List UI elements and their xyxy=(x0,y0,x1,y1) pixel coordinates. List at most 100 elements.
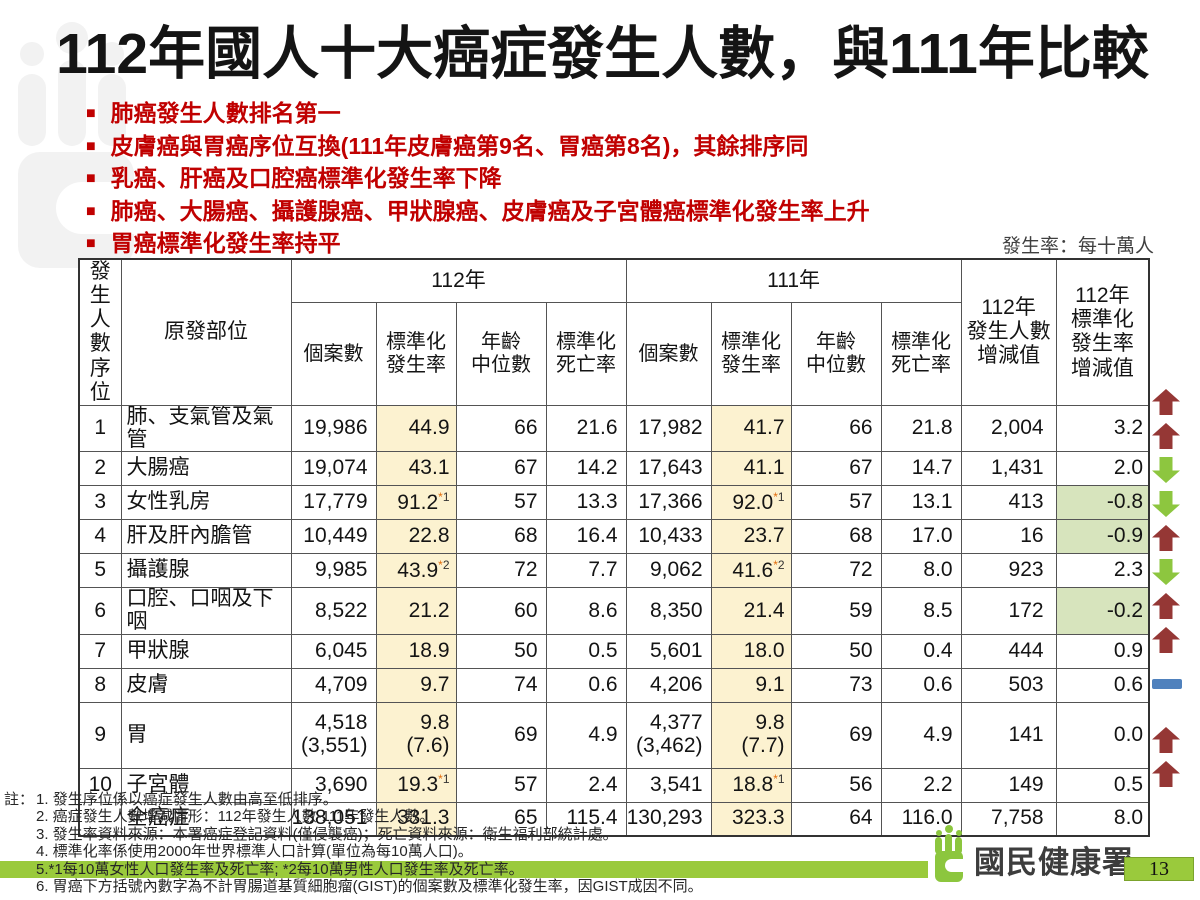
year-111-header: 111年 xyxy=(625,258,962,304)
rank-cell: 1 xyxy=(78,404,122,453)
diff-count-cell: 413 xyxy=(960,485,1057,521)
asr-111-cell: 9.8 (7.7) xyxy=(710,701,792,769)
bullet-square-icon: ■ xyxy=(86,105,96,122)
notes-label: 註： xyxy=(4,791,35,808)
cases-111-cell: 9,062 xyxy=(625,553,712,589)
age-112-cell: 72 xyxy=(455,553,547,589)
bullet-square-icon: ■ xyxy=(86,235,96,252)
site-cell: 皮膚 xyxy=(120,667,292,703)
mort-111-cell: 2.2 xyxy=(880,767,962,803)
hpa-logo: 國民健康署 xyxy=(930,824,1134,884)
age-112-cell: 66 xyxy=(455,404,547,453)
highlight-text: 肺癌發生人數排名第一 xyxy=(110,100,341,126)
diff-rate-cell: -0.2 xyxy=(1055,587,1150,635)
cases-111-cell: 17,366 xyxy=(625,485,712,521)
up-arrow-icon xyxy=(1152,593,1180,619)
diff-count-cell: 444 xyxy=(960,633,1057,669)
mort-112-cell: 115.4 xyxy=(545,801,627,837)
age-111-cell: 73 xyxy=(790,667,882,703)
cases-112-cell: 4,518 (3,551) xyxy=(290,701,377,769)
table-row: 9 胃 4,518 (3,551) 9.8 (7.6) 69 4.9 4,377 (3,46… xyxy=(78,701,1150,769)
note-text: 1. 發生序位係以癌症發生人數由高至低排序。 xyxy=(36,791,338,808)
rank-cell: 6 xyxy=(78,587,122,635)
age-111-cell: 72 xyxy=(790,553,882,589)
subheader-cases-111: 個案數 xyxy=(625,302,712,406)
asr-111-cell: 92.0*1 xyxy=(710,485,792,521)
diff-count-cell: 16 xyxy=(960,519,1057,555)
asr-112-cell: 44.9 xyxy=(375,404,457,453)
rank-cell xyxy=(78,801,122,837)
trend-indicator xyxy=(1152,389,1188,420)
down-arrow-icon xyxy=(1152,457,1180,483)
diff-count-cell: 172 xyxy=(960,587,1057,635)
table-row: 8 皮膚 4,709 9.7 74 0.6 4,206 9.1 73 0.6 503 0.6 xyxy=(78,667,1150,703)
trend-column xyxy=(1152,385,1188,791)
site-cell: 攝護腺 xyxy=(120,553,292,589)
cases-112-cell: 19,074 xyxy=(290,451,377,487)
cases-112-cell: 19,986 xyxy=(290,404,377,453)
table-row: 1 肺、支氣管及氣管 19,986 44.9 66 21.6 17,982 41.7 66 21.… xyxy=(78,404,1150,453)
mort-111-cell: 8.0 xyxy=(880,553,962,589)
age-111-cell: 57 xyxy=(790,485,882,521)
age-112-cell: 50 xyxy=(455,633,547,669)
asr-111-cell: 21.4 xyxy=(710,587,792,635)
site-cell: 甲狀腺 xyxy=(120,633,292,669)
age-111-cell: 68 xyxy=(790,519,882,555)
trend-indicator xyxy=(1152,727,1188,758)
mort-111-cell: 116.0 xyxy=(880,801,962,837)
cases-111-cell: 3,541 xyxy=(625,767,712,803)
diff-rate-cell: 0.0 xyxy=(1055,701,1150,769)
diff-rate-cell: 2.3 xyxy=(1055,553,1150,589)
trend-indicator xyxy=(1152,525,1188,556)
site-cell: 大腸癌 xyxy=(120,451,292,487)
note-line: 5.*1每10萬女性人口發生率及死亡率; *2每10萬男性人口發生率及死亡率。 xyxy=(0,860,928,879)
page-number-badge: 13 xyxy=(1124,857,1194,881)
age-112-cell: 60 xyxy=(455,587,547,635)
cases-112-cell: 9,985 xyxy=(290,553,377,589)
trend-indicator xyxy=(1152,491,1188,522)
site-header: 原發部位 xyxy=(120,258,292,406)
rank-cell: 9 xyxy=(78,701,122,769)
cases-111-cell: 4,206 xyxy=(625,667,712,703)
note-text: 2. 癌症發生人數增減情形：112年發生人數-111年發生人數。 xyxy=(36,808,435,826)
cases-112-cell: 6,045 xyxy=(290,633,377,669)
highlight-text: 乳癌、肝癌及口腔癌標準化發生率下降 xyxy=(110,165,502,191)
rank-cell: 5 xyxy=(78,553,122,589)
asr-111-cell: 41.1 xyxy=(710,451,792,487)
mort-111-cell: 13.1 xyxy=(880,485,962,521)
cases-112-cell: 8,522 xyxy=(290,587,377,635)
asr-112-cell: 19.3*1 xyxy=(375,767,457,803)
site-cell: 胃 xyxy=(120,701,292,769)
mort-112-cell: 7.7 xyxy=(545,553,627,589)
note-line: 註： 1. 發生序位係以癌症發生人數由高至低排序。 xyxy=(0,791,1200,808)
asr-111-cell: 41.6*2 xyxy=(710,553,792,589)
age-111-cell: 67 xyxy=(790,451,882,487)
asr-112-cell: 43.1 xyxy=(375,451,457,487)
note-text: 4. 標準化率係使用2000年世界標準人口計算(單位為每10萬人口)。 xyxy=(36,843,473,861)
subheader-age-112: 年齡 中位數 xyxy=(455,302,547,406)
table-row: 全癌症 138,051 331.3 65 115.4 130,293 323.3 64 116.… xyxy=(78,801,1150,837)
asr-112-cell: 9.7 xyxy=(375,667,457,703)
trend-indicator xyxy=(1152,559,1188,590)
age-112-cell: 74 xyxy=(455,667,547,703)
age-111-cell: 59 xyxy=(790,587,882,635)
cases-111-cell: 17,982 xyxy=(625,404,712,453)
up-arrow-icon xyxy=(1152,627,1180,653)
site-cell: 全癌症 xyxy=(120,801,292,837)
note-line: 2. 癌症發生人數增減情形：112年發生人數-111年發生人數。 xyxy=(0,808,1200,825)
asr-112-cell: 22.8 xyxy=(375,519,457,555)
cases-111-cell: 5,601 xyxy=(625,633,712,669)
mort-112-cell: 0.5 xyxy=(545,633,627,669)
asr-111-cell: 41.7 xyxy=(710,404,792,453)
mort-111-cell: 14.7 xyxy=(880,451,962,487)
table-row: 2 大腸癌 19,074 43.1 67 14.2 17,643 41.1 67 14.7 1,43… xyxy=(78,451,1150,487)
highlight-text: 皮膚癌與胃癌序位互換(111年皮膚癌第9名、胃癌第8名)，其餘排序同 xyxy=(110,132,809,159)
diff-count-cell: 503 xyxy=(960,667,1057,703)
bullet-square-icon: ■ xyxy=(86,202,96,220)
rank-header: 發生 人數 序位 xyxy=(78,258,122,406)
table-row: 4 肝及肝內膽管 10,449 22.8 68 16.4 10,433 23.7 68 17.0 1… xyxy=(78,519,1150,555)
subheader-asr-112: 標準化 發生率 xyxy=(375,302,457,406)
up-arrow-icon xyxy=(1152,761,1180,787)
asr-111-cell: 323.3 xyxy=(710,801,792,837)
diff-count-cell: 2,004 xyxy=(960,404,1057,453)
